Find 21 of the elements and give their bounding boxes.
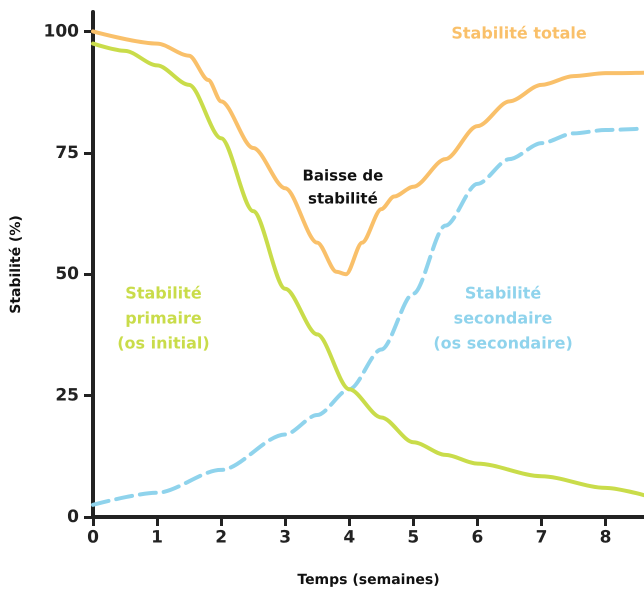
y-tick-label: 0 — [67, 507, 80, 527]
x-tick-label: 7 — [536, 528, 548, 548]
x-tick-label: 8 — [600, 528, 612, 548]
line-series — [91, 42, 644, 498]
y-tick-label: 25 — [55, 386, 79, 406]
text: Stabilité totale — [451, 23, 587, 42]
y-tick-label: 100 — [44, 21, 80, 42]
x-tick-label: 1 — [151, 528, 163, 548]
x-tick-label: 4 — [343, 528, 356, 548]
x-tick-label: 2 — [215, 528, 228, 548]
x-axis-title: Temps (semaines) — [297, 572, 440, 588]
annotation: Baisse de stabilité — [302, 166, 384, 208]
x-tick-label: 6 — [471, 528, 484, 548]
x-tick-label: 5 — [407, 528, 420, 548]
series-label: Stabilité secondaire (os secondaire) — [433, 283, 573, 352]
y-axis-title: Stabilité (%) — [8, 215, 24, 314]
text: Stabilité primaire (os initial) — [117, 283, 210, 352]
x-tick-label: 3 — [279, 528, 292, 548]
x-tick-label: 0 — [87, 528, 100, 548]
y-tick-label: 50 — [55, 264, 80, 284]
y-tick-label: 75 — [55, 142, 79, 163]
